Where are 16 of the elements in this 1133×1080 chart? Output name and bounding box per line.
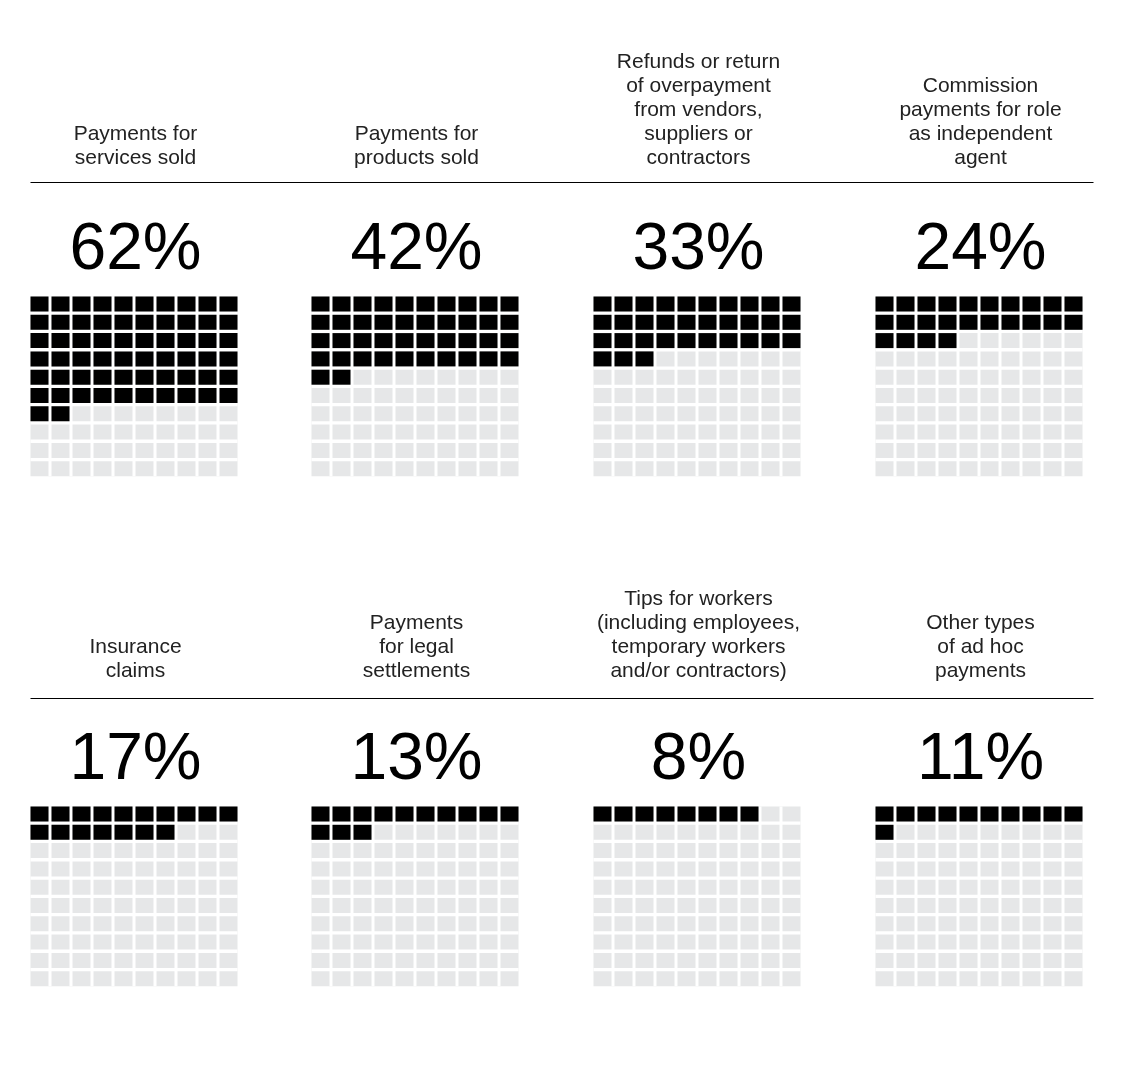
- category-label: Tips for workers (including employees, temporary workers and/or contractors): [596, 585, 801, 681]
- category-label: Payments for products sold: [354, 120, 479, 168]
- data-label: 13%: [350, 718, 483, 793]
- category-label: Insurance claims: [89, 633, 182, 681]
- category-label: Payments for legal settlements: [362, 609, 471, 681]
- data-label: 11%: [916, 718, 1045, 793]
- data-label: 42%: [350, 208, 483, 283]
- category-label: Other types of ad hoc payments: [926, 609, 1035, 681]
- data-label: 17%: [69, 718, 202, 793]
- data-label: 62%: [69, 208, 202, 283]
- category-label: Payments for services sold: [73, 120, 198, 168]
- category-label: Refunds or return of overpayment from vendors, suppliers or contractors: [616, 48, 781, 168]
- data-label: 33%: [632, 208, 765, 283]
- data-label: 24%: [914, 208, 1047, 283]
- data-label: 8%: [650, 718, 747, 793]
- category-label: Commission payments for role as independent agent: [899, 72, 1062, 168]
